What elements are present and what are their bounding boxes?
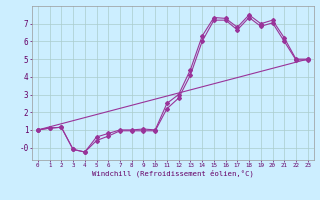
X-axis label: Windchill (Refroidissement éolien,°C): Windchill (Refroidissement éolien,°C) bbox=[92, 170, 254, 177]
